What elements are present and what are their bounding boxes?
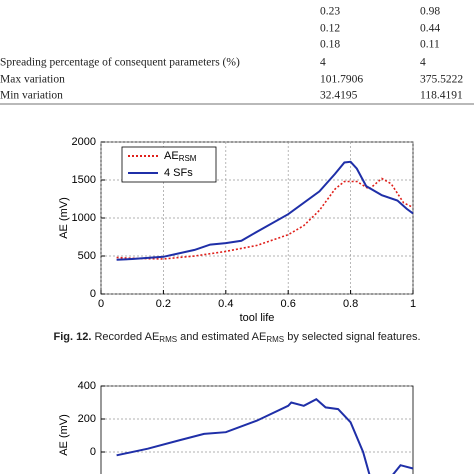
legend-sub: RSM [179,154,197,163]
caption-label: Fig. 12. [54,331,92,343]
x-tick-label: 0 [98,298,104,310]
x-axis-label: tool life [240,312,275,324]
x-tick-label: 0.8 [343,298,358,310]
cell: 0.23 [320,6,340,18]
legend-name: 4 SFs [164,167,193,179]
y-tick-label: 0 [90,288,96,300]
data-line [116,160,414,261]
y-axis-label: AE (mV) [58,197,70,239]
row-label: Max variation [0,74,65,86]
cell: 0.12 [320,23,340,35]
row-label: Spreading percentage of consequent param… [0,57,240,69]
cell: 0.18 [320,39,340,51]
caption-sub: RMS [266,335,284,344]
cell: 101.7906 [320,74,363,86]
legend-label: 4 SFs [164,167,193,179]
y-tick-label: 500 [78,250,96,262]
x-tick-label: 0.4 [218,298,233,310]
legend-label: AERSM [164,150,197,163]
cell: 0.44 [420,23,440,35]
cell: 0.98 [420,6,440,18]
plot-frame [100,385,414,474]
y-tick-label: 1000 [72,212,96,224]
x-tick-label: 0.2 [156,298,171,310]
cell: 4 [320,57,326,69]
cell: 4 [420,57,426,69]
y-tick-label: 200 [78,413,96,425]
cell: 32.4195 [320,90,358,102]
cell: 375.5222 [420,74,463,86]
figure-caption: Fig. 12. Recorded AERMS and estimated AE… [54,331,421,344]
legend-name: AE [164,150,179,162]
caption-sub: RMS [159,335,177,344]
caption-text: Recorded AE [94,331,159,343]
y-tick-label: 2000 [72,136,96,148]
y-tick-label: 400 [78,380,96,392]
legend-box [121,146,217,183]
y-tick-label: 1500 [72,174,96,186]
x-tick-label: 0.6 [281,298,296,310]
y-tick-label: 0 [90,446,96,458]
caption-text: and estimated AE [177,331,266,343]
data-line [116,397,414,474]
cell: 0.11 [420,39,440,51]
y-axis-label: AE (mV) [58,414,70,456]
cell: 118.4191 [420,90,463,102]
row-label: Min variation [0,90,63,102]
caption-text: by selected signal features. [284,331,420,343]
x-tick-label: 1 [410,298,416,310]
